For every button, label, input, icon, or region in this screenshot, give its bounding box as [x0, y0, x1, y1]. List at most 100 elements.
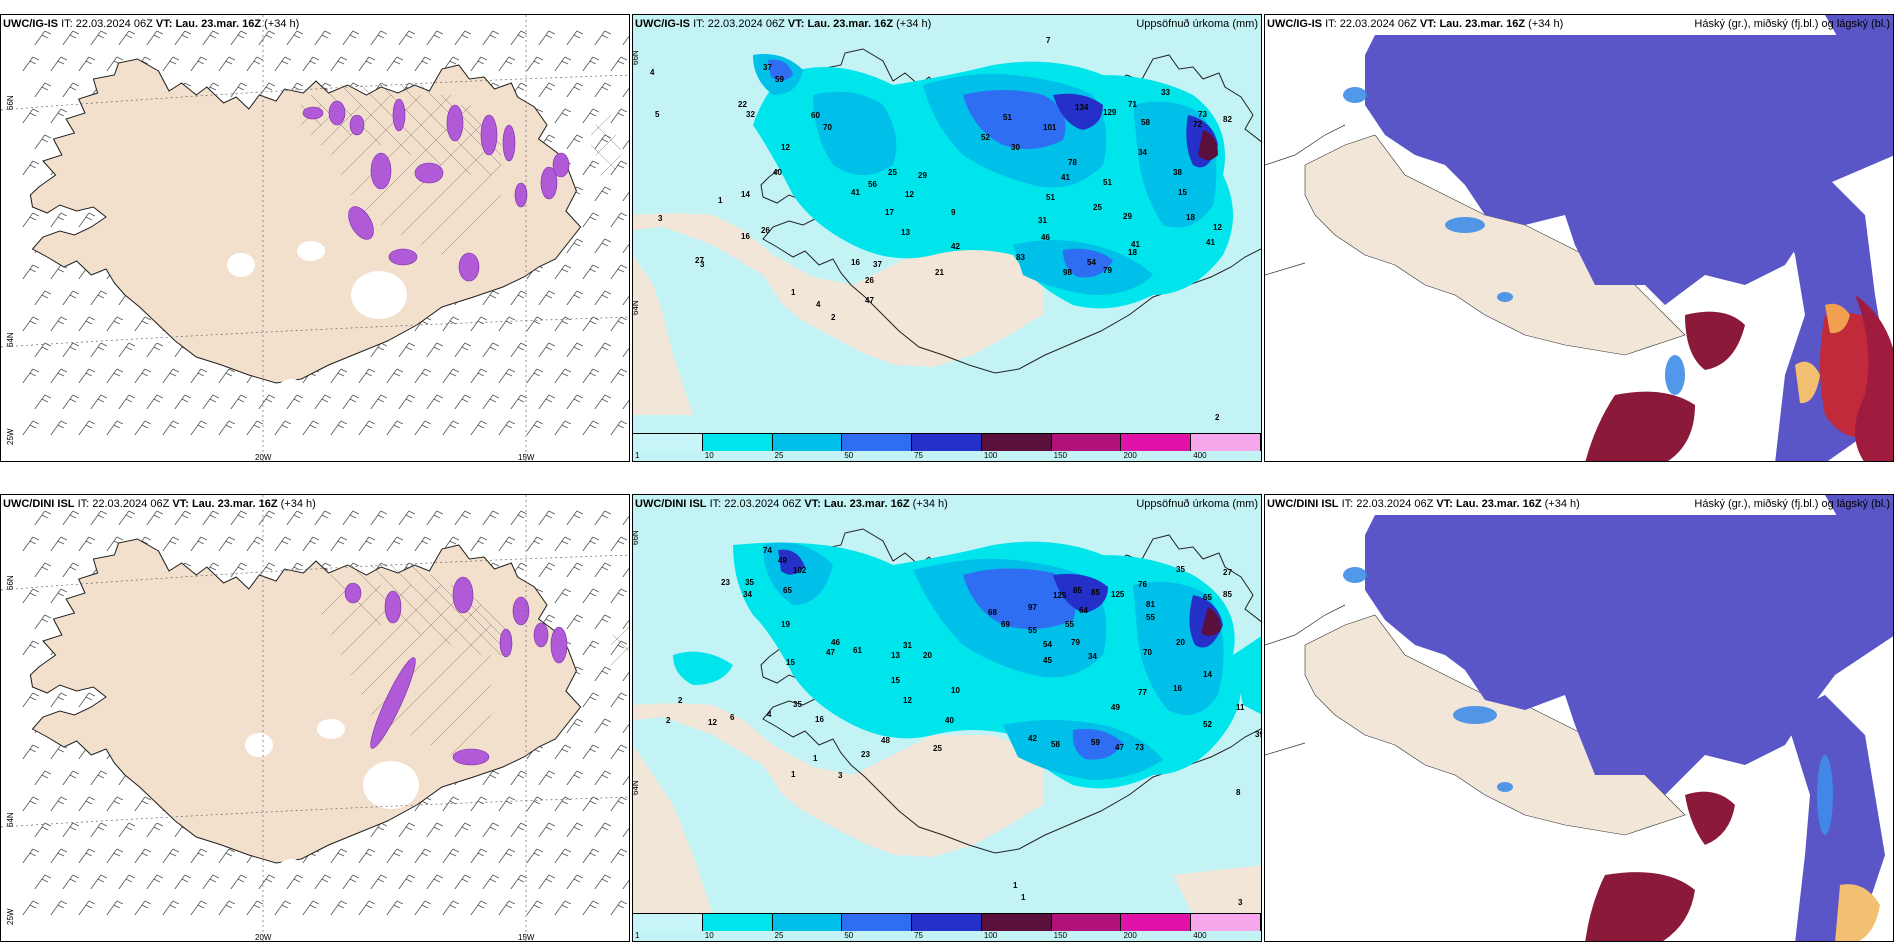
- precip-value-label: 39: [1255, 730, 1262, 739]
- lon-label-15: 15W: [518, 933, 535, 942]
- wind-barb: [610, 692, 628, 708]
- wind-barb: [218, 420, 236, 436]
- wind-barb: [582, 744, 600, 760]
- model-name: UWC/DINI ISL: [635, 498, 707, 510]
- it-label: IT:: [1341, 498, 1354, 510]
- precip-value-label: 85: [1073, 586, 1082, 595]
- wind-barb: [538, 394, 556, 410]
- wind-barb: [538, 290, 556, 306]
- wind-barb: [162, 368, 180, 384]
- wind-barb: [134, 900, 152, 916]
- lead-time: (+34 h): [264, 18, 300, 30]
- wind-barb: [258, 874, 276, 890]
- precip-value-label: 51: [1046, 193, 1055, 202]
- wind-barb: [62, 562, 80, 578]
- wind-barb: [426, 874, 444, 890]
- it-value: 22.03.2024 06Z: [707, 18, 785, 30]
- precip-value-label: 25: [933, 744, 942, 753]
- model-name: UWC/IG-IS: [635, 18, 690, 30]
- colorbar: 1 10 25 50 75 100 150 200 400: [633, 433, 1261, 461]
- precip-value-label: 76: [1138, 580, 1147, 589]
- precip-value-label: 41: [1131, 240, 1140, 249]
- low-cloud: [1343, 87, 1685, 395]
- wind-barb: [34, 394, 52, 410]
- wind-barb: [498, 848, 516, 864]
- wind-barb: [426, 342, 444, 358]
- precip-value-label: 20: [1176, 638, 1185, 647]
- wind-barb: [230, 30, 248, 46]
- wind-barb: [22, 420, 40, 436]
- lat-label-64: 64N: [633, 300, 640, 315]
- precip-value-label: 59: [775, 75, 784, 84]
- panel-header: UWC/DINI ISL IT: 22.03.2024 06Z VT: Lau.…: [635, 498, 948, 511]
- vt-label: VT:: [172, 498, 189, 510]
- wind-barb: [62, 30, 80, 46]
- wind-barb: [50, 212, 68, 228]
- precip-value-label: 3: [838, 771, 843, 780]
- colorbar: 1 10 25 50 75 100 150 200 400: [633, 913, 1261, 941]
- wind-barb: [62, 394, 80, 410]
- midlevel-cloud: [1365, 495, 1893, 941]
- colorbar-tick-label: 10: [704, 931, 714, 940]
- wind-barb: [554, 744, 572, 760]
- precip-value-label: 40: [773, 168, 782, 177]
- panel-wind-precip-igis: 66N 64N 25W 20W 15W UWC/IG-IS IT: 22.03.…: [0, 14, 630, 462]
- precip-value-label: 81: [1146, 600, 1155, 609]
- colorbar-swatch: [772, 433, 843, 451]
- lat-label-66: 66N: [6, 575, 15, 590]
- wind-barb: [78, 368, 96, 384]
- wind-barb: [358, 56, 376, 72]
- panel-clouds-dini: UWC/DINI ISL IT: 22.03.2024 06Z VT: Lau.…: [1264, 494, 1894, 942]
- precip-value-label: 69: [1001, 620, 1010, 629]
- wind-barb: [34, 822, 52, 838]
- wind-barb: [302, 536, 320, 552]
- colorbar-tick-label: 75: [914, 931, 924, 940]
- wind-barb: [274, 536, 292, 552]
- precip-value-label: 22: [738, 100, 747, 109]
- precip-value-label: 8: [1236, 788, 1241, 797]
- precip-value-label: 4: [767, 710, 772, 719]
- lon-label-25: 25W: [6, 428, 15, 445]
- wind-barb: [526, 900, 544, 916]
- wind-barb: [386, 56, 404, 72]
- wind-barb: [594, 510, 612, 526]
- wind-barb: [22, 692, 40, 708]
- panel-header: UWC/DINI ISL IT: 22.03.2024 06Z VT: Lau.…: [1267, 498, 1580, 511]
- lead-time: (+34 h): [1528, 18, 1564, 30]
- precip-value-label: 83: [1016, 253, 1025, 262]
- precip-value-label: 71: [1128, 100, 1137, 109]
- wind-barb: [302, 56, 320, 72]
- colorbar-tick-label: 100: [983, 451, 998, 460]
- vt-value: Lau. 23.mar. 16Z: [1439, 18, 1526, 30]
- wind-barb: [582, 212, 600, 228]
- wind-barb: [162, 56, 180, 72]
- wind-barb: [538, 562, 556, 578]
- wind-barb: [246, 56, 264, 72]
- wind-barb: [22, 588, 40, 604]
- panel-accum-precip-igis: 37 59 32 22 60 70 12 41 56 25 29 12 17 13 9 52 51 30 101 13…: [632, 14, 1262, 462]
- wind-barb: [582, 264, 600, 280]
- wind-barb: [498, 536, 516, 552]
- colorbar-swatch: [912, 913, 982, 931]
- wind-barb: [454, 510, 472, 526]
- wind-barb: [454, 342, 472, 358]
- wind-barb: [566, 290, 584, 306]
- wind-barb: [482, 394, 500, 410]
- wind-barb: [146, 822, 164, 838]
- precip-value-label: 10: [951, 686, 960, 695]
- precip-value-label: 46: [831, 638, 840, 647]
- wind-barb: [62, 510, 80, 526]
- precip-value-label: 12: [781, 143, 790, 152]
- wind-barb: [62, 342, 80, 358]
- wind-barb: [622, 723, 629, 734]
- model-name: UWC/IG-IS: [1267, 18, 1322, 30]
- it-value: 22.03.2024 06Z: [724, 498, 802, 510]
- wind-barb: [610, 588, 628, 604]
- wind-barb: [34, 290, 52, 306]
- wind-barb: [342, 394, 360, 410]
- wind-barb: [274, 900, 292, 916]
- wind-barb: [526, 536, 544, 552]
- wind-barb: [146, 510, 164, 526]
- wind-barb: [330, 56, 348, 72]
